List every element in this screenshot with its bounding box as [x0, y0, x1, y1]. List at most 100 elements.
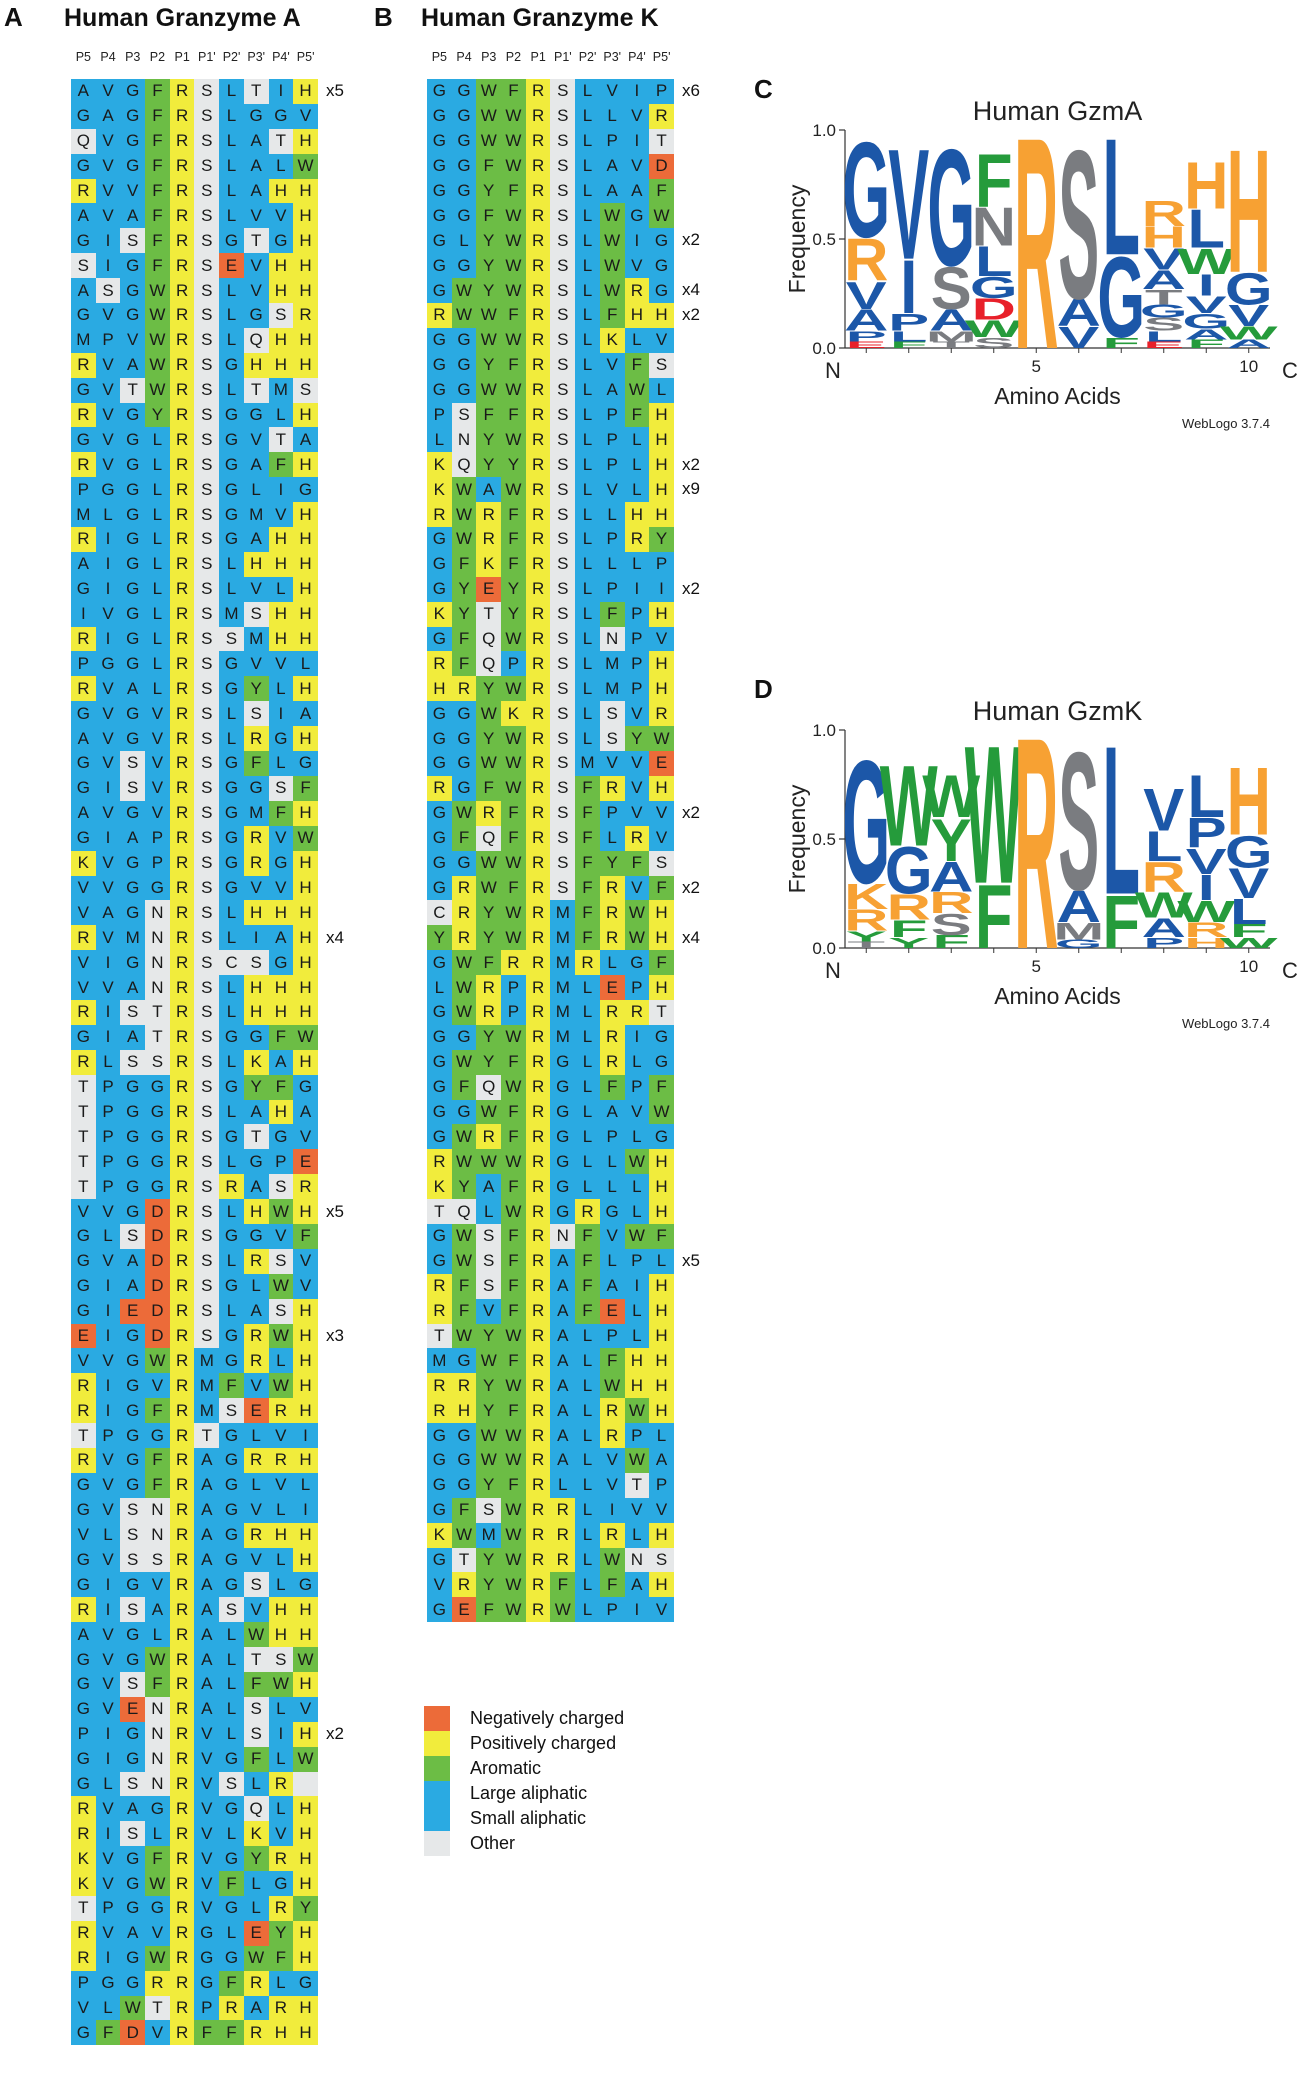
sequence-cell: I	[95, 1323, 121, 1349]
sequence-cell: L	[95, 1995, 121, 2021]
sequence-cell: L	[599, 1174, 625, 1200]
sequence-cell: V	[95, 1248, 121, 1274]
sequence-cell: S	[194, 79, 220, 104]
sequence-cell: G	[219, 402, 244, 428]
sequence-cell: L	[219, 203, 244, 229]
legend-label: Negatively charged	[470, 1708, 625, 1728]
sequence-cell: V	[71, 900, 96, 926]
sequence-cell: E	[599, 975, 625, 1000]
position-header: P4'	[628, 50, 646, 64]
sequence-cell: H	[649, 1572, 674, 1598]
sequence-cell: W	[451, 1149, 477, 1175]
sequence-cell: G	[219, 1796, 244, 1822]
sequence-cell: V	[243, 427, 269, 453]
sequence-cell: G	[219, 775, 244, 801]
sequence-cell: F	[268, 1074, 294, 1100]
sequence-cell: F	[145, 228, 170, 254]
sequence-cell: G	[219, 1447, 244, 1473]
sequence-cell: R	[169, 1024, 195, 1050]
sequence-cell: V	[599, 79, 625, 104]
sequence-cell: L	[219, 1049, 244, 1075]
sequence-cell: P	[649, 79, 674, 104]
sequence-cell: Q	[71, 128, 96, 154]
sequence-cell: R	[525, 651, 551, 677]
sequence-cell: G	[120, 1846, 146, 1872]
x-tick-label: 10	[1239, 957, 1258, 976]
sequence-cell: L	[145, 651, 170, 677]
sequence-cell: R	[525, 975, 551, 1000]
sequence-cell: H	[268, 527, 294, 552]
sequence-cell: S	[120, 751, 146, 776]
sequence-cell: S	[194, 1049, 220, 1075]
sequence-cell: D	[145, 1323, 170, 1349]
sequence-cell: S	[268, 1647, 294, 1672]
sequence-cell: W	[599, 1373, 625, 1399]
sequence-cell: A	[550, 1248, 576, 1274]
sequence-cell: R	[71, 1398, 96, 1424]
sequence-cell: L	[599, 103, 625, 129]
sequence-cell: A	[599, 178, 625, 204]
sequence-cell: L	[95, 1223, 121, 1249]
sequence-cell: A	[71, 79, 96, 104]
sequence-cell: V	[120, 178, 146, 204]
sequence-cell: R	[525, 128, 551, 154]
sequence-cell: R	[169, 950, 195, 976]
logo-letter-L: L	[1145, 328, 1183, 345]
sequence-cell: K	[427, 601, 452, 627]
sequence-cell: N	[145, 1771, 170, 1797]
sequence-cell: E	[451, 1597, 477, 1623]
sequence-cell: R	[169, 999, 195, 1025]
sequence-cell: K	[599, 327, 625, 353]
multiplicity-label: x3	[326, 1326, 344, 1345]
position-header: P5'	[652, 50, 671, 64]
sequence-cell: A	[550, 1323, 576, 1349]
logo-letter-G: G	[970, 271, 1018, 305]
sequence-cell: I	[95, 551, 121, 577]
sequence-cell: F	[145, 178, 170, 204]
sequence-cell: F	[194, 2020, 220, 2046]
logo-letter-S: S	[931, 254, 972, 322]
sequence-cell: A	[550, 1447, 576, 1473]
sequence-cell: R	[451, 676, 477, 702]
sequence-cell: F	[624, 850, 650, 876]
sequence-cell: A	[243, 153, 269, 179]
sequence-cell: R	[169, 1995, 195, 2021]
sequence-cell: W	[293, 1746, 318, 1772]
c-terminus-label: C	[1282, 958, 1298, 983]
sequence-cell: F	[145, 1472, 170, 1498]
sequence-cell: K	[71, 1846, 96, 1872]
sequence-cell: H	[293, 1323, 318, 1349]
sequence-cell: V	[95, 1472, 121, 1498]
sequence-cell: R	[649, 103, 674, 129]
sequence-cell: G	[427, 178, 452, 204]
sequence-cell: H	[649, 1149, 674, 1175]
sequence-cell: R	[525, 1447, 551, 1473]
sequence-cell: G	[219, 1423, 244, 1448]
sequence-cell: R	[268, 1398, 294, 1424]
logo-letter-P: P	[1143, 935, 1184, 952]
sequence-cell: L	[575, 1398, 600, 1424]
sequence-cell: H	[268, 1522, 294, 1548]
sequence-cell: A	[599, 153, 625, 179]
sequence-cell: F	[219, 1970, 244, 1996]
sequence-cell: V	[95, 1920, 121, 1946]
sequence-cell: R	[169, 178, 195, 204]
sequence-cell: R	[71, 1447, 96, 1473]
sequence-cell: S	[550, 402, 576, 428]
sequence-cell: P	[624, 626, 650, 652]
sequence-cell: W	[624, 1398, 650, 1424]
sequence-cell: R	[169, 1398, 195, 1424]
sequence-cell: R	[169, 626, 195, 652]
sequence-cell: G	[649, 253, 674, 279]
sequence-cell: F	[575, 1248, 600, 1274]
sequence-cell: T	[71, 1423, 96, 1448]
sequence-cell: H	[649, 676, 674, 702]
sequence-cell: W	[624, 1447, 650, 1473]
sequence-cell: L	[219, 79, 244, 104]
position-header: P3	[481, 50, 497, 64]
multiplicity-label: x5	[682, 1251, 700, 1271]
sequence-cell: L	[624, 1049, 650, 1075]
sequence-cell: H	[268, 900, 294, 926]
sequence-cell: V	[71, 875, 96, 901]
sequence-cell: V	[95, 178, 121, 204]
